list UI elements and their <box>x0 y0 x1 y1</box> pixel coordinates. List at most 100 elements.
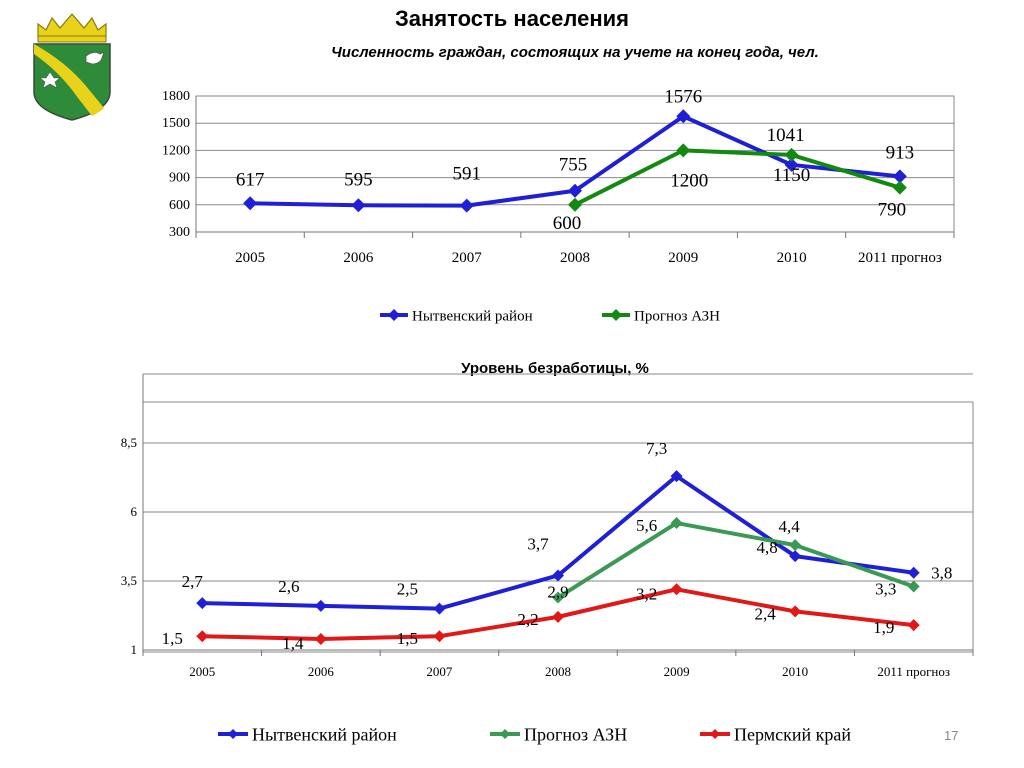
data-point <box>676 143 691 158</box>
data-label: 790 <box>878 200 907 221</box>
data-label: 617 <box>236 169 265 190</box>
data-point <box>670 517 683 530</box>
x-tick-label: 2010 <box>782 664 808 679</box>
data-label: 3,3 <box>875 580 896 599</box>
data-point <box>351 198 366 213</box>
legend-marker <box>710 729 720 739</box>
data-label: 3,7 <box>527 534 549 553</box>
chart2-subtitle: Уровень безработицы, % <box>461 360 649 377</box>
crown-icon <box>37 13 107 43</box>
data-point <box>433 602 446 615</box>
data-label: 7,3 <box>646 439 667 458</box>
data-label: 3,2 <box>636 584 657 603</box>
data-label: 1,5 <box>162 629 183 648</box>
data-label: 600 <box>553 213 582 234</box>
data-label: 1041 <box>767 125 805 146</box>
data-point <box>892 180 907 195</box>
x-tick-label: 2005 <box>235 250 265 266</box>
data-label: 1200 <box>670 170 708 191</box>
data-label: 2,4 <box>755 604 777 623</box>
legend-marker <box>388 309 400 321</box>
data-label: 1,5 <box>397 629 418 648</box>
series-line-1 <box>556 521 915 600</box>
data-point <box>676 109 691 124</box>
data-point <box>196 597 209 610</box>
data-label: 1576 <box>664 86 702 107</box>
data-point <box>670 583 683 596</box>
x-tick-label: 2009 <box>664 664 690 679</box>
x-tick-label: 2007 <box>452 250 483 266</box>
y-tick-label: 1 <box>131 642 138 657</box>
data-point <box>314 632 327 645</box>
x-tick-label: 2011 прогноз <box>877 664 950 679</box>
y-tick-label: 1500 <box>162 116 190 131</box>
data-label: 1,4 <box>282 634 304 653</box>
x-tick-label: 2010 <box>777 250 807 266</box>
data-label: 5,6 <box>636 516 657 535</box>
data-point <box>784 147 799 162</box>
y-tick-label: 6 <box>131 504 138 519</box>
data-label: 2,2 <box>517 610 538 629</box>
data-point <box>196 630 209 643</box>
chart1-subtitle: Численность граждан, состоящих на учете … <box>331 44 819 61</box>
registered-citizens-chart: 300 600 900 1200 1500 1800 2005 2006 2007 2008 200… <box>162 86 955 324</box>
x-tick-label: 2008 <box>545 664 571 679</box>
legend-marker <box>610 309 622 321</box>
x-tick-label: 2008 <box>560 250 590 266</box>
x-tick-label: 2007 <box>426 664 453 679</box>
data-point <box>789 605 802 618</box>
data-point <box>459 198 474 213</box>
legend-entry: Нытвенский район <box>412 308 533 324</box>
legend-entry: Прогноз АЗН <box>524 724 627 744</box>
data-point <box>552 569 564 582</box>
data-point <box>552 610 564 623</box>
slide-number: 17 <box>944 728 959 743</box>
data-label: 595 <box>344 169 373 190</box>
data-point <box>907 580 920 593</box>
x-tick-label: 2006 <box>308 664 335 679</box>
y-tick-label: 900 <box>169 171 190 186</box>
data-point <box>670 470 683 483</box>
data-label: 755 <box>559 155 588 176</box>
x-tick-label: 2006 <box>343 250 374 266</box>
data-point <box>433 630 446 643</box>
y-tick-label: 8,5 <box>121 435 137 450</box>
data-label: 1,9 <box>873 618 894 637</box>
data-label: 1150 <box>773 165 810 186</box>
data-point <box>907 619 920 632</box>
data-label: 4,4 <box>779 517 801 536</box>
data-point <box>568 183 582 198</box>
page-title: Занятость населения <box>395 6 629 31</box>
x-tick-label: 2005 <box>189 664 215 679</box>
legend-entry: Пермский край <box>734 724 851 744</box>
y-tick-label: 1800 <box>162 89 190 104</box>
legend-marker <box>228 729 238 739</box>
data-label: 2,5 <box>397 580 418 599</box>
data-label: 2,9 <box>547 583 568 602</box>
data-label: 2,6 <box>278 577 299 596</box>
y-tick-label: 3,5 <box>121 573 137 588</box>
legend-marker <box>500 729 510 739</box>
data-point <box>552 591 564 604</box>
coat-of-arms-emblem <box>33 13 111 121</box>
x-tick-label: 2011 прогноз <box>858 250 942 266</box>
data-label: 913 <box>886 142 915 163</box>
data-label: 2,7 <box>182 572 204 591</box>
legend-entry: Прогноз АЗН <box>634 308 720 324</box>
data-point <box>892 169 907 184</box>
data-point <box>568 197 582 212</box>
y-tick-label: 1200 <box>162 143 190 158</box>
data-point <box>784 157 799 172</box>
data-label: 4,8 <box>757 538 778 557</box>
data-point <box>314 599 327 612</box>
data-point <box>243 196 258 211</box>
y-tick-label: 300 <box>169 225 190 240</box>
x-tick-label: 2009 <box>668 250 698 266</box>
series-line-1 <box>574 148 901 207</box>
data-point <box>907 566 920 579</box>
y-tick-label: 600 <box>169 198 190 213</box>
legend-entry: Нытвенский район <box>252 724 397 744</box>
data-label: 591 <box>452 164 481 185</box>
data-point <box>789 539 802 552</box>
